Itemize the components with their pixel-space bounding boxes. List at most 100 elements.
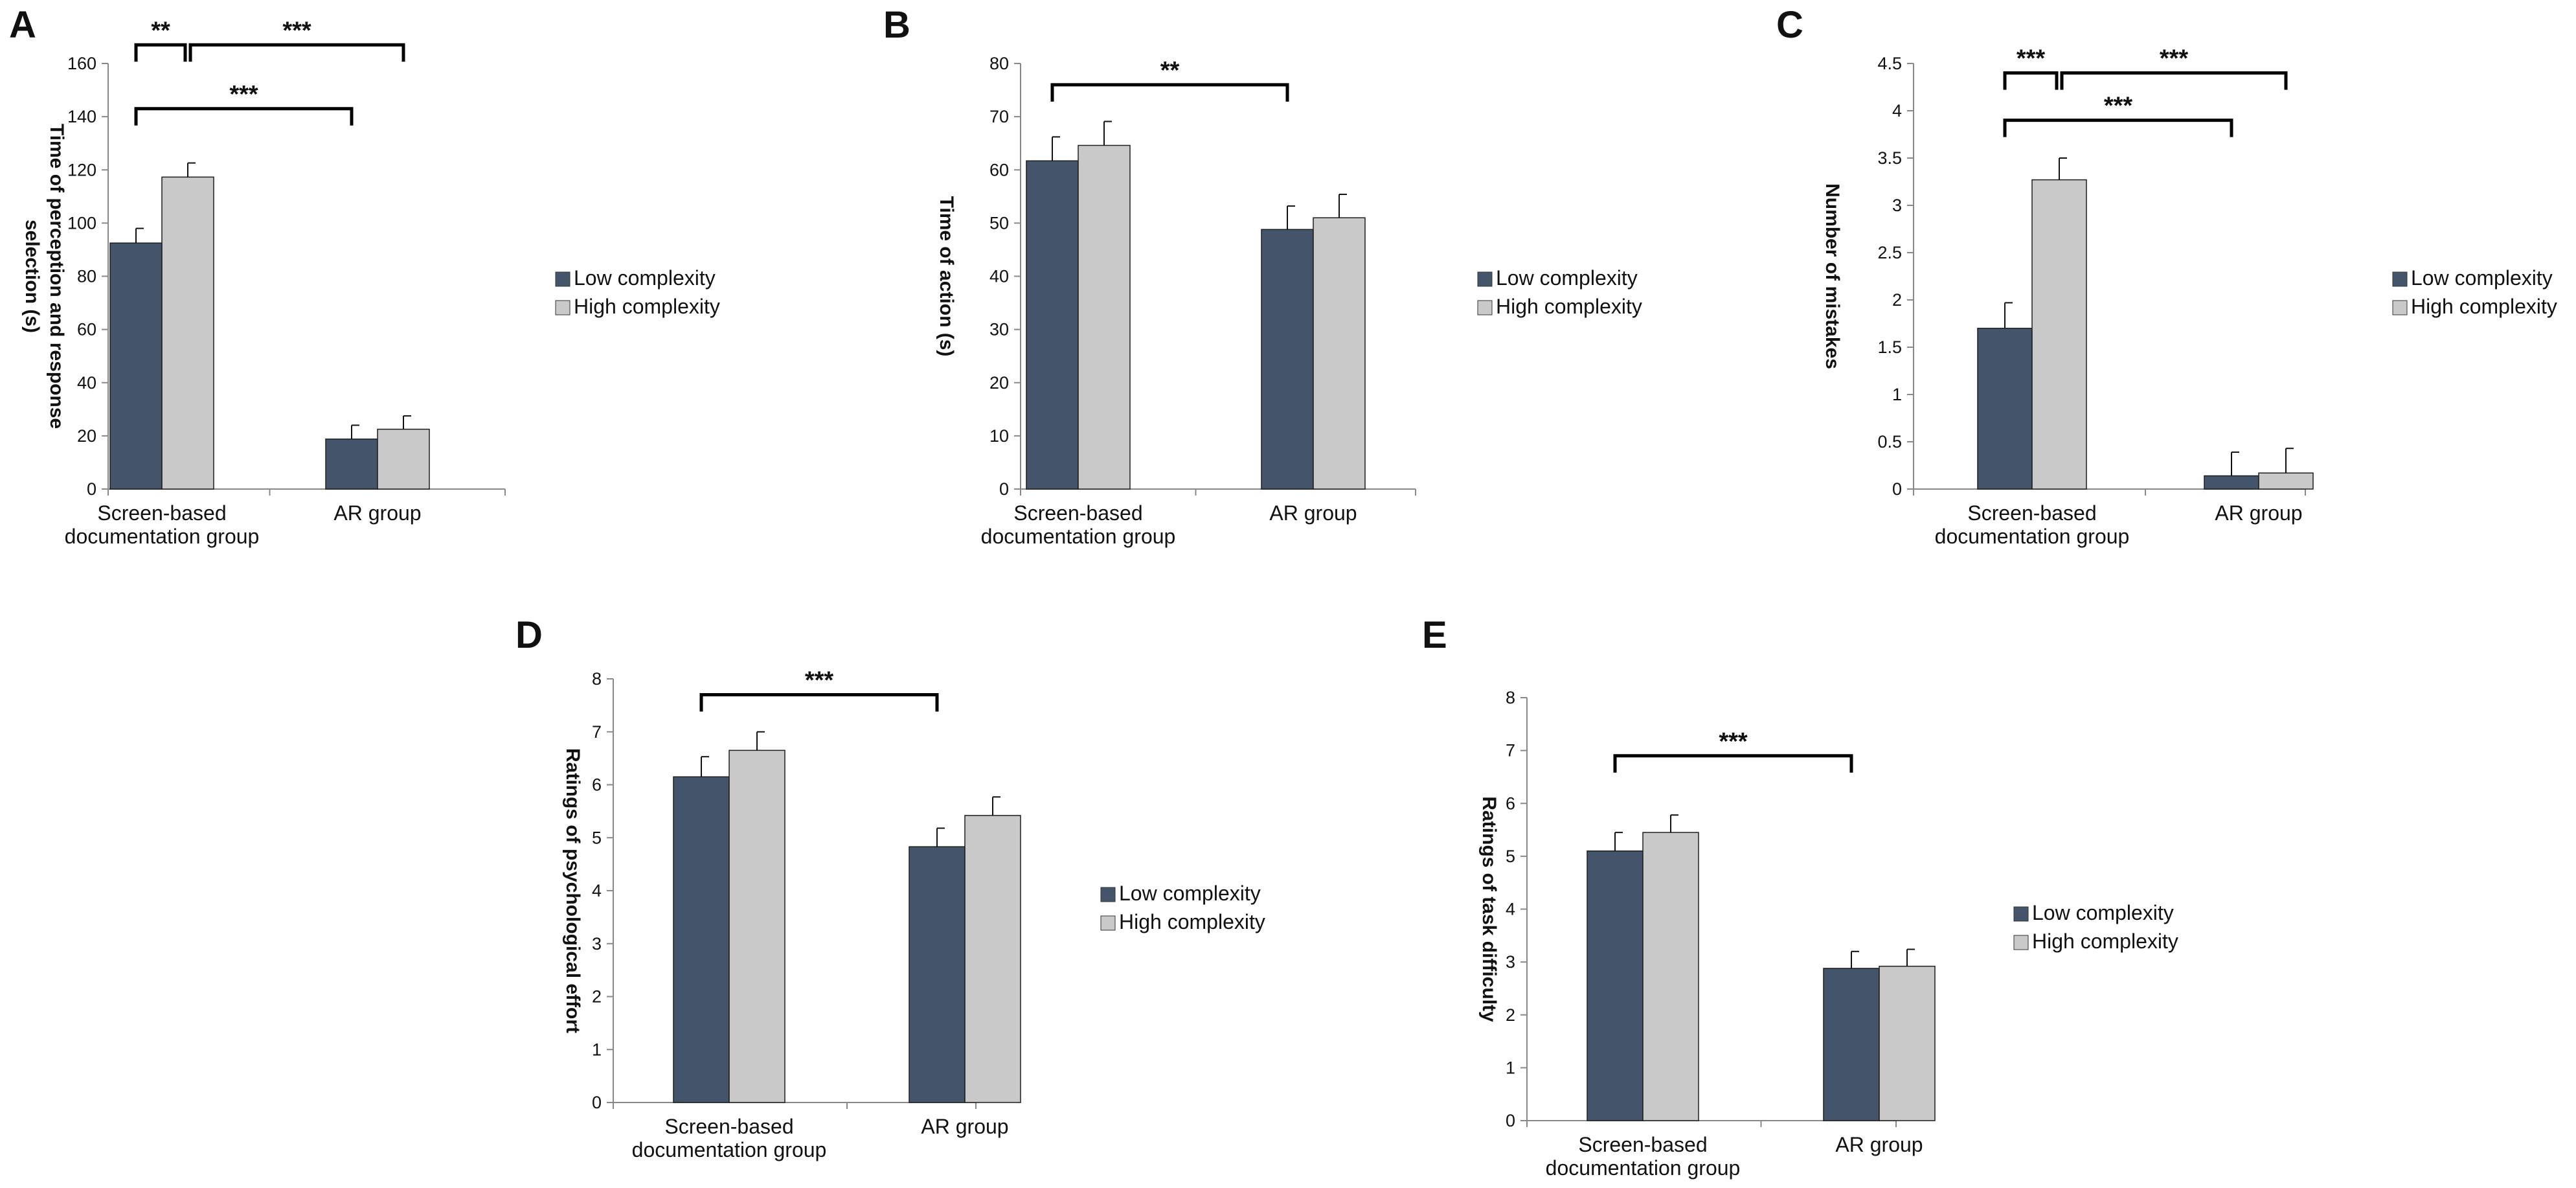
bar-high-complexity (1078, 144, 1131, 490)
legend-label: High complexity (574, 295, 720, 318)
significance-bracket (1613, 754, 1853, 773)
significance-label: ** (1160, 57, 1180, 84)
y-axis-title: Time of action (s) (936, 196, 957, 357)
bar-low-complexity (109, 242, 163, 490)
y-tick-label: 60 (989, 160, 1009, 179)
bar-high-complexity (1313, 217, 1366, 490)
y-axis-title: Time of perception and responseselection… (21, 124, 67, 429)
legend-swatch-low (555, 271, 571, 287)
y-tick-label: 100 (67, 213, 96, 233)
y-axis-title: Number of mistakes (1822, 183, 1843, 369)
y-tick-label: 160 (67, 54, 96, 73)
bar-high-complexity (377, 428, 430, 490)
x-category-label: Screen-based (1013, 501, 1142, 525)
y-axis-title-line: Time of perception and response (46, 124, 67, 429)
y-tick-label: 0.5 (1877, 432, 1902, 451)
bar-high-complexity (2258, 472, 2314, 490)
y-tick-label: 120 (67, 160, 96, 179)
panel-letter: E (1422, 614, 1447, 656)
chart-panel-a: A 0 20 40 60 80 100 120 140 160 Time of perception… (9, 4, 720, 548)
y-tick-label: 40 (989, 267, 1009, 286)
y-tick-label: 7 (592, 722, 602, 742)
significance-label: *** (229, 81, 258, 108)
panel-letter: D (515, 614, 543, 656)
legend-label: Low complexity (574, 266, 716, 290)
y-tick-label: 3 (1506, 952, 1515, 972)
x-category-label: documentation group (65, 525, 260, 548)
y-axis-title-line: Ratings of psychological effort (562, 748, 583, 1033)
bar-high-complexity (729, 749, 785, 1103)
x-category-label: documentation group (1935, 525, 2130, 548)
significance-bracket (699, 693, 939, 712)
panel-letter: A (9, 4, 36, 46)
bar-low-complexity (673, 776, 730, 1103)
y-tick-label: 50 (989, 213, 1009, 233)
legend-label: High complexity (2411, 295, 2557, 318)
bar-high-complexity (161, 176, 214, 490)
significance-label: *** (1719, 728, 1748, 755)
bar-low-complexity (1261, 229, 1314, 490)
bar-high-complexity (2031, 179, 2087, 490)
chart-panel-b: B 0 10 20 30 40 50 60 70 80 Time of action (s) Scre… (883, 4, 1642, 548)
chart-panel-d: D 0 1 2 3 4 5 6 7 8 Ratings of psychological effor… (515, 614, 1265, 1161)
bar-high-complexity (964, 815, 1021, 1103)
y-axis-title-line: selection (s) (21, 220, 43, 333)
y-tick-label: 1 (1892, 385, 1902, 404)
legend-swatch-high (1100, 915, 1116, 931)
x-category-label: documentation group (1546, 1156, 1741, 1180)
significance-label: *** (805, 667, 834, 694)
y-tick-label: 80 (989, 54, 1009, 73)
y-tick-label: 70 (989, 107, 1009, 126)
legend-swatch-low (1100, 887, 1116, 902)
significance-label: *** (282, 17, 311, 44)
y-tick-label: 4.5 (1877, 54, 1902, 73)
x-category-label: Screen-based (1967, 501, 2096, 525)
significance-label: *** (2104, 93, 2133, 120)
bar-low-complexity (325, 439, 378, 490)
y-tick-label: 6 (1506, 794, 1515, 813)
chart-panel-e: E 0 1 2 3 4 5 6 7 8 Ratings of task difficulty Scre… (1422, 614, 2178, 1180)
legend-label: Low complexity (1119, 882, 1261, 905)
y-tick-label: 0 (999, 479, 1009, 499)
x-category-label: documentation group (981, 525, 1176, 548)
legend-label: High complexity (2032, 930, 2178, 953)
y-tick-label: 7 (1506, 741, 1515, 760)
legend-label: Low complexity (1496, 266, 1638, 290)
y-tick-label: 8 (1506, 688, 1515, 707)
significance-label: *** (2017, 45, 2046, 73)
y-tick-label: 1.5 (1877, 337, 1902, 357)
y-tick-label: 0 (87, 479, 96, 499)
legend-swatch-high (2013, 935, 2029, 950)
y-tick-label: 0 (1892, 479, 1902, 499)
legend-swatch-low (1477, 271, 1493, 287)
x-category-label: Screen-based (1578, 1133, 1707, 1156)
y-tick-label: 2 (592, 987, 602, 1007)
y-tick-label: 8 (592, 669, 602, 689)
bar-low-complexity (2204, 475, 2259, 490)
x-category-label: AR group (1269, 501, 1357, 525)
bar-high-complexity (1879, 965, 1936, 1121)
y-axis-title-line: Number of mistakes (1822, 183, 1843, 369)
panel-letter: C (1776, 4, 1803, 46)
bar-low-complexity (1823, 968, 1880, 1121)
significance-bracket (134, 43, 187, 62)
x-category-label: AR group (921, 1115, 1008, 1138)
legend-swatch-low (2013, 906, 2029, 922)
x-category-label: AR group (2215, 501, 2302, 525)
significance-bracket (2060, 71, 2288, 90)
y-axis-title-line: Ratings of task difficulty (1478, 796, 1500, 1022)
y-tick-label: 0 (592, 1093, 602, 1112)
significance-bracket (188, 43, 405, 62)
y-tick-label: 5 (1506, 847, 1515, 866)
y-tick-label: 40 (77, 373, 96, 393)
significance-bracket (134, 107, 354, 126)
y-axis-title: Ratings of psychological effort (562, 748, 583, 1033)
legend-label: High complexity (1496, 295, 1642, 318)
x-category-label: AR group (1835, 1133, 1923, 1156)
x-category-label: documentation group (632, 1138, 827, 1161)
y-tick-label: 3 (592, 934, 602, 954)
significance-bracket (2003, 71, 2059, 90)
y-tick-label: 4 (592, 881, 602, 900)
y-tick-label: 20 (989, 373, 1009, 393)
